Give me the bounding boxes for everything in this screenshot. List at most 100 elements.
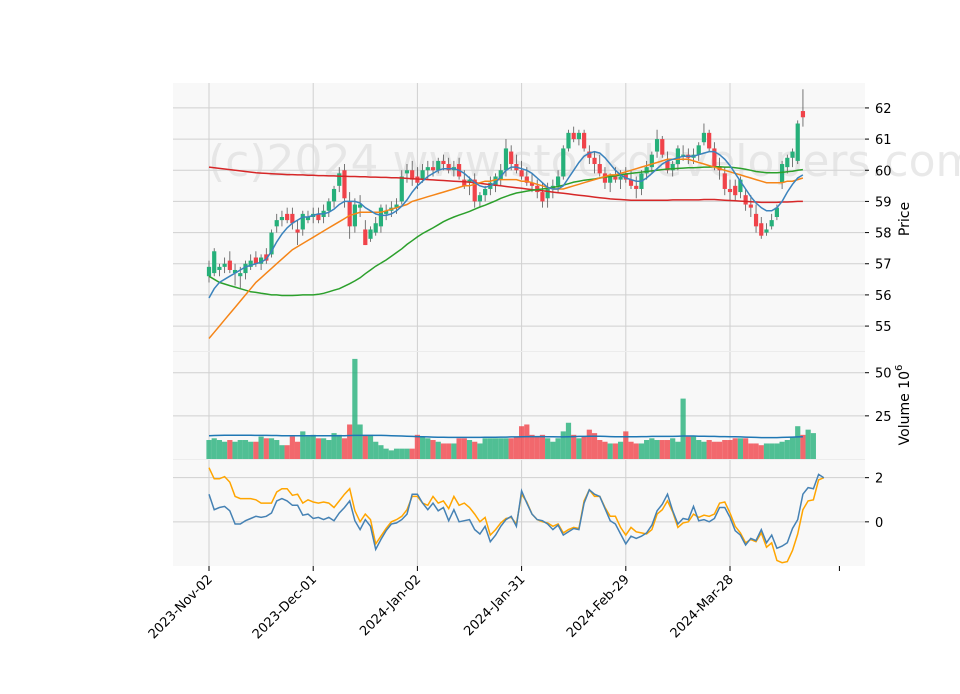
volume-bar-down (446, 443, 452, 459)
volume-bar-up (638, 443, 645, 459)
candle-up (378, 207, 384, 227)
volume-bar-down (571, 434, 577, 459)
volume-bar-down (513, 436, 519, 459)
volume-bar-up (763, 443, 770, 459)
candle-up (566, 132, 571, 149)
candle-up (654, 139, 660, 152)
volume-bar-down (227, 440, 233, 459)
candle-up (785, 157, 790, 168)
candle-up (477, 195, 483, 202)
volume-bar-up (321, 438, 327, 459)
oscillator-fast-line (208, 473, 825, 552)
volume-bar-down (612, 443, 618, 459)
moving-average-lines (208, 150, 804, 339)
volume-bar-down (508, 438, 514, 459)
candle-up (644, 167, 649, 174)
candle-down (342, 170, 347, 199)
candle-down (665, 160, 670, 171)
candle-down (295, 229, 300, 233)
candle-down (707, 132, 712, 149)
candle-down (264, 254, 269, 261)
volume-bar-up (774, 443, 780, 459)
volume-bar-up (425, 438, 431, 459)
candle-down (253, 257, 258, 264)
oscillator-tick-label: 2 (875, 472, 883, 487)
candle-down (753, 213, 759, 227)
volume-bar-up (545, 438, 551, 459)
volume-bar-up (331, 433, 337, 459)
candle-down (472, 179, 477, 202)
volume-bar-down (800, 434, 806, 459)
candle-up (795, 123, 800, 161)
volume-bar-down (409, 448, 415, 459)
volume-tick-label: 50 (875, 367, 892, 382)
volume-bar-up (211, 438, 217, 459)
volume-bar-down (581, 436, 587, 459)
volume-bar-up (248, 441, 254, 459)
volume-bar-down (706, 440, 712, 459)
candle-up (555, 176, 561, 186)
candle-down (743, 195, 748, 205)
candle-up (425, 167, 430, 171)
ma-long-line (208, 166, 804, 297)
volume-bar-up (492, 438, 499, 459)
price-tick-label: 57 (875, 258, 892, 273)
candle-down (660, 139, 665, 155)
volume-bar-up (769, 443, 775, 459)
price-tick-label: 58 (875, 227, 892, 242)
candle-down (613, 176, 618, 180)
x-tick-label: 2024-Jan-02 (357, 572, 424, 639)
candle-up (404, 170, 410, 174)
volume-bar-down (456, 438, 462, 459)
candle-down (519, 170, 524, 177)
volume-bar-up (701, 441, 707, 459)
price-tick-label: 55 (875, 320, 892, 335)
candle-down (347, 201, 352, 227)
candle-down (748, 204, 753, 208)
candle-down (410, 170, 415, 180)
volume-bar-down (414, 434, 420, 459)
volume-bar-down (461, 438, 467, 459)
volume-bar-up (555, 438, 561, 459)
volume-bar-up (576, 438, 582, 459)
volume-bar-up (654, 440, 660, 459)
candle-up (436, 160, 441, 171)
volume-bar-down (602, 441, 608, 459)
volume-bar-down (341, 438, 348, 459)
candle-down (712, 148, 717, 168)
volume-bar-up (805, 429, 811, 459)
candle-up (248, 260, 253, 267)
volume-bar-up (560, 431, 566, 459)
candle-up (368, 229, 373, 239)
volume-bar-up (482, 438, 488, 459)
volume-bar-up (498, 438, 504, 459)
volume-bar-up (690, 436, 697, 459)
volume-bar-down (597, 440, 603, 459)
volume-bar-up (779, 441, 785, 459)
volume-bar-up (367, 434, 374, 459)
candle-down (587, 151, 592, 158)
price-axis-label: Price (897, 202, 913, 236)
volume-bar-down (253, 441, 259, 459)
volume-bar-up (477, 443, 483, 459)
volume-bar-up (310, 434, 316, 459)
oscillator-lines (208, 467, 825, 564)
candle-up (326, 201, 331, 211)
volume-bar-up (352, 358, 358, 459)
volume-bar-down (716, 441, 723, 459)
candle-up (259, 257, 264, 264)
volume-tick-label: 25 (875, 410, 892, 425)
candle-up (561, 148, 566, 177)
candle-down (571, 132, 576, 140)
volume-bar-up (451, 443, 457, 459)
candle-up (217, 266, 222, 270)
ma-short-line (208, 150, 804, 299)
volume-bar-up (378, 445, 384, 459)
volume-bar-up (550, 441, 556, 459)
candle-up (399, 176, 404, 202)
candle-up (681, 154, 686, 156)
candle-up (420, 170, 425, 180)
candle-up (790, 151, 795, 158)
candle-up (769, 220, 774, 227)
